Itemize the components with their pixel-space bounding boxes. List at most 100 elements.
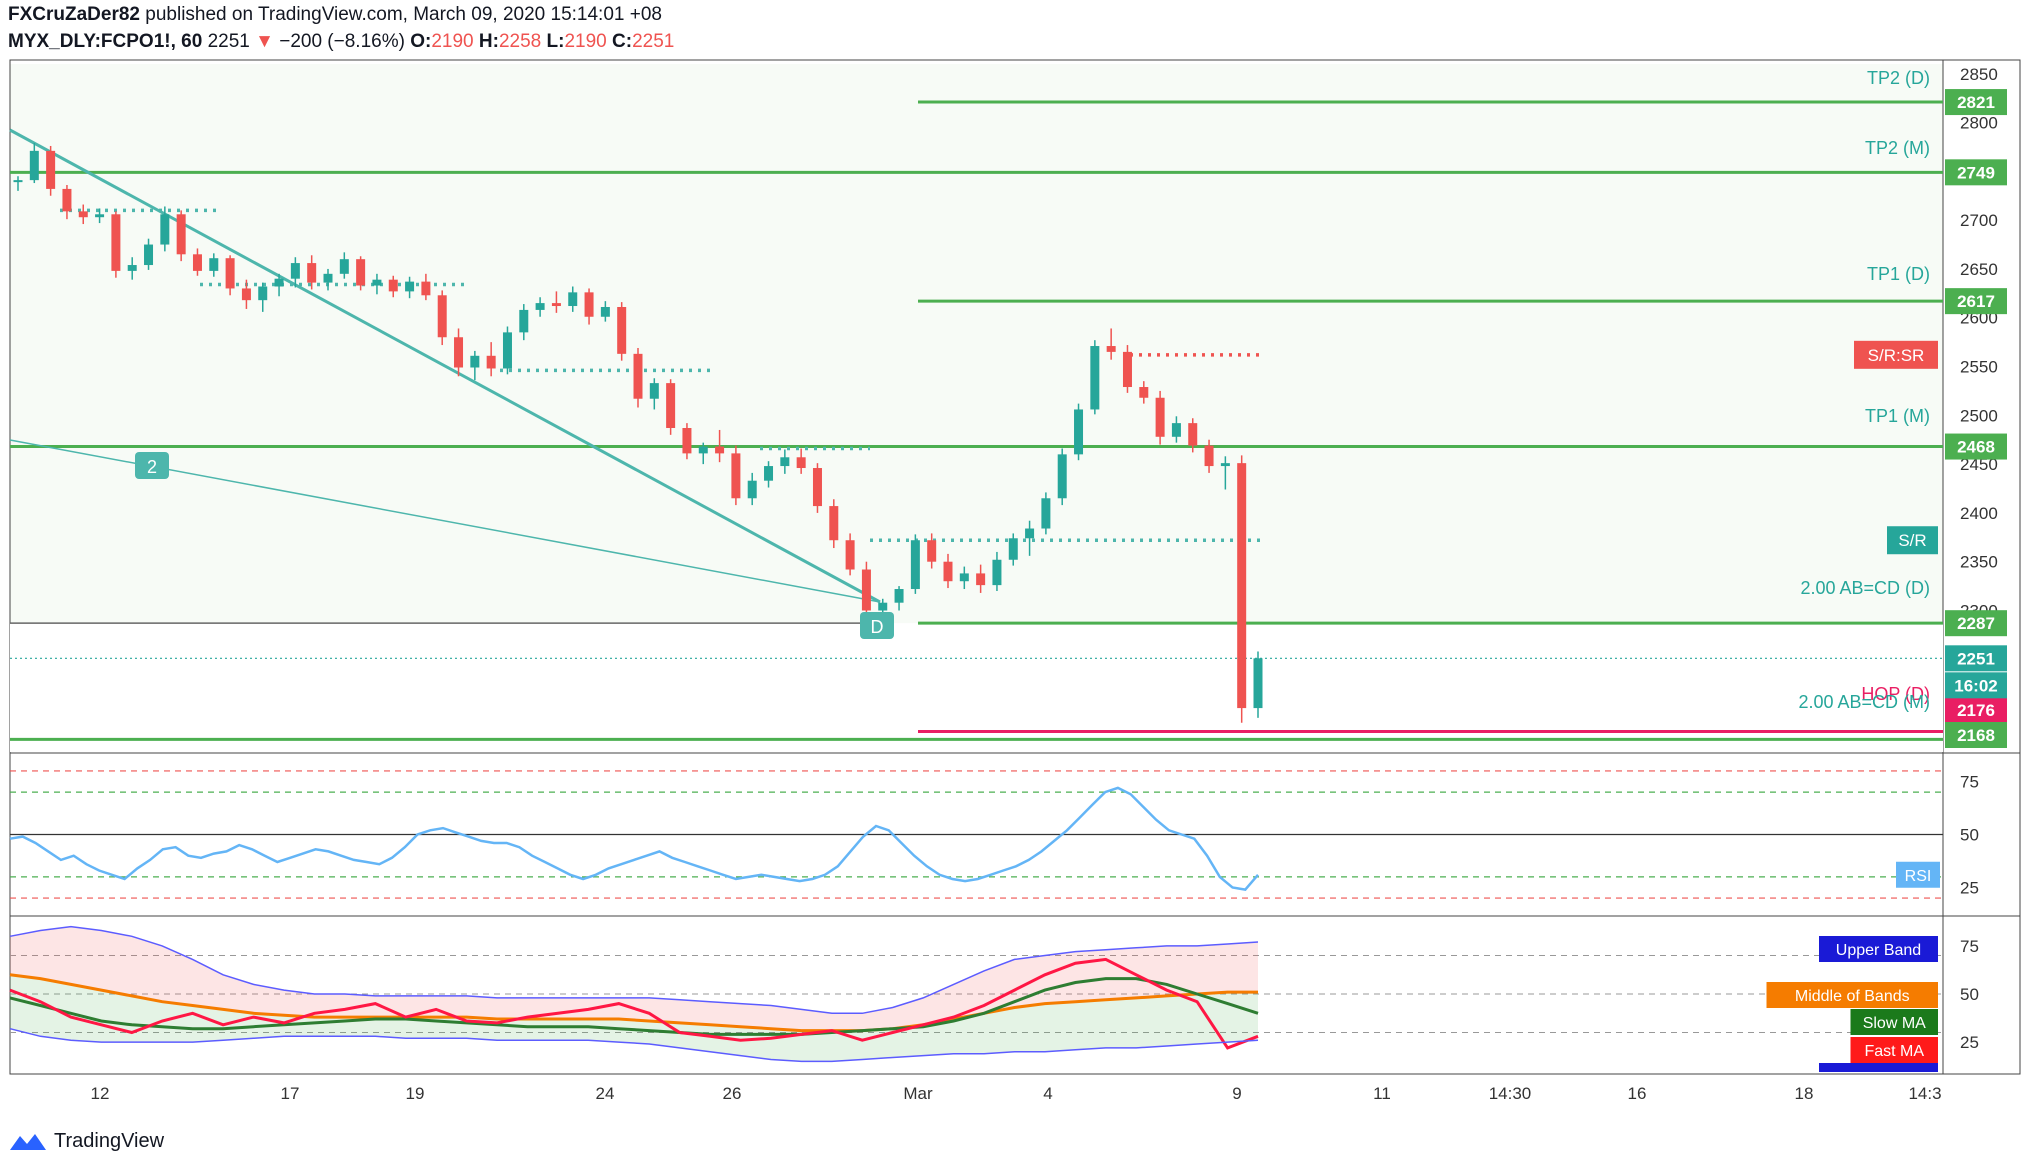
candle-body <box>633 353 643 399</box>
pattern-point-label: 2 <box>147 457 157 477</box>
price-badge <box>1945 89 2007 116</box>
candle-body <box>731 453 741 499</box>
level-label: 2.00 AB=CD (D) <box>1800 578 1930 598</box>
candle-body <box>812 468 822 507</box>
candle-body <box>78 211 88 218</box>
candle-body <box>1074 409 1084 455</box>
bb-legend-tag <box>1819 936 1938 962</box>
candle-body <box>959 573 969 582</box>
candle-body <box>144 244 154 266</box>
candle-body <box>437 295 447 338</box>
candle-body <box>894 589 904 603</box>
time-tick-label: 14:30 <box>1489 1084 1532 1103</box>
candle-body <box>1008 538 1018 560</box>
candle-body <box>454 337 464 368</box>
candle-body <box>617 306 627 354</box>
candle-body <box>258 286 268 301</box>
time-tick-label: 11 <box>1373 1084 1391 1103</box>
candle-body <box>1253 658 1263 709</box>
candle-body <box>323 273 333 283</box>
bb-series-line <box>9 1027 1259 1063</box>
low-label: L: <box>546 31 565 52</box>
bb-legend-label: Upper Band <box>1836 942 1921 959</box>
close-label: C: <box>612 31 633 52</box>
time-tick-label: 12 <box>91 1084 110 1103</box>
price-badge <box>1945 159 2007 186</box>
price-tick-label: 2500 <box>1960 406 1998 425</box>
candle-body <box>649 383 659 399</box>
author-name[interactable]: FXCruZaDer82 <box>8 4 140 25</box>
price-tick-label: 2550 <box>1960 358 1998 377</box>
bb-legend-label: Fast MA <box>1864 1043 1924 1060</box>
bb-series-line <box>9 925 1259 1015</box>
publish-info: FXCruZaDer82 published on TradingView.co… <box>8 4 662 26</box>
candle-body <box>46 150 56 189</box>
candle-body <box>13 180 23 183</box>
level-label: TP1 (M) <box>1865 406 1930 426</box>
price-tick-label: 2450 <box>1960 455 1998 474</box>
countdown-badge <box>1945 672 2007 699</box>
candle-body <box>764 466 774 481</box>
candle-body <box>1025 528 1035 539</box>
sr-tag <box>1887 526 1938 555</box>
rsi-tick-label: 50 <box>1960 826 1979 845</box>
upper-band-fill <box>10 926 1258 1031</box>
price-badge <box>1945 697 2007 723</box>
candle-body <box>356 259 366 286</box>
time-tick-label: 14:3 <box>1908 1084 1941 1103</box>
candle-body <box>405 281 415 292</box>
candle-body <box>568 292 578 307</box>
tradingview-logo[interactable]: TradingView <box>8 1126 164 1156</box>
candle-body <box>519 309 529 333</box>
candle-body <box>992 559 1002 586</box>
bb-legend-tag <box>1766 982 1938 1008</box>
sr-tag-label: S/R <box>1898 531 1926 550</box>
price-badge <box>1945 610 2007 637</box>
candle-body <box>290 263 300 279</box>
time-tick-label: 18 <box>1795 1084 1814 1103</box>
candle-body <box>486 355 496 369</box>
price-tick-label: 2800 <box>1960 114 1998 133</box>
candle-body <box>861 569 871 611</box>
time-tick-label: 24 <box>596 1084 615 1103</box>
publish-text: published on TradingView.com, March 09, … <box>145 4 662 25</box>
candle-body <box>470 355 480 368</box>
last-price: 2251 <box>207 31 250 52</box>
candle-body <box>111 214 121 271</box>
symbol-label[interactable]: MYX_DLY:FCPO1!, 60 <box>8 31 203 52</box>
price-badge-label: 2176 <box>1957 701 1995 720</box>
level-label: TP1 (D) <box>1867 264 1930 284</box>
candle-body <box>274 278 284 287</box>
candle-body <box>209 258 219 271</box>
current-price-label: 2251 <box>1957 649 1995 668</box>
trend-line <box>9 128 881 604</box>
high-label: H: <box>478 31 499 52</box>
candle-body <box>502 332 512 369</box>
price-tick-label: 2350 <box>1960 553 1998 572</box>
time-tick-label: Mar <box>903 1084 933 1103</box>
time-tick-label: 26 <box>723 1084 742 1103</box>
price-tick-label: 2400 <box>1960 504 1998 523</box>
candle-body <box>682 428 692 454</box>
candle-body <box>600 306 610 317</box>
candle-body <box>976 573 986 586</box>
brand-name: TradingView <box>54 1129 165 1152</box>
candle-body <box>29 150 39 181</box>
candle-body <box>1122 351 1132 388</box>
rsi-tick-label: 75 <box>1960 773 1979 792</box>
candle-body <box>95 214 105 218</box>
tradingview-logo-icon <box>10 1134 46 1150</box>
level-label: TP2 (M) <box>1865 138 1930 158</box>
bb-tick-label: 75 <box>1960 937 1979 956</box>
bb-tick-label: 25 <box>1960 1033 1979 1052</box>
open-value: 2190 <box>431 31 474 52</box>
candle-body <box>62 188 72 212</box>
candle-body <box>943 561 953 582</box>
close-value: 2251 <box>632 31 675 52</box>
bb-series-line <box>9 973 1258 1033</box>
candle-body <box>829 506 839 541</box>
level-label: 2.00 AB=CD (M) <box>1798 692 1930 712</box>
candle-body <box>796 457 806 469</box>
rsi-tag-label: RSI <box>1905 868 1932 885</box>
